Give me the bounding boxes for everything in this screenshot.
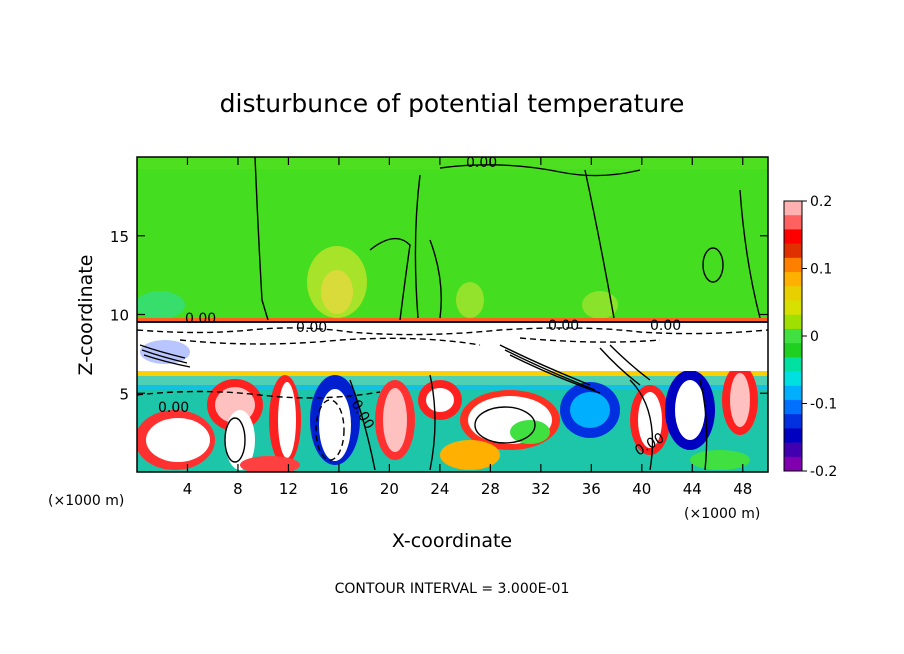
colorbar-swatch xyxy=(784,456,802,472)
colorbar-swatch xyxy=(784,286,802,301)
x-tick-label: 8 xyxy=(233,480,243,498)
colorbar xyxy=(783,200,803,472)
colorbar-tick-label: 0 xyxy=(810,329,819,345)
colorbar-swatch xyxy=(784,272,802,287)
x-tick-label: 24 xyxy=(430,480,449,498)
colorbar-swatch xyxy=(784,428,802,444)
colorbar-swatch xyxy=(784,257,802,273)
x-tick-label: 20 xyxy=(380,480,399,498)
colorbar-swatch xyxy=(784,215,802,230)
y-axis: 5 10 15 xyxy=(110,228,768,403)
colorbar-tick-label: 0.1 xyxy=(810,262,832,278)
x-tick-label: 28 xyxy=(481,480,500,498)
x-tick-label: 48 xyxy=(733,480,752,498)
colorbar-swatch xyxy=(784,314,802,330)
x-tick-label: 36 xyxy=(582,480,601,498)
colorbar-swatch xyxy=(784,399,802,415)
contour-lines xyxy=(137,157,768,471)
colorbar-swatch xyxy=(784,201,802,216)
colorbar-swatch xyxy=(784,385,802,401)
y-tick-label: 15 xyxy=(110,228,129,246)
contour-label: 0.00 xyxy=(650,318,681,334)
colorbar-swatch xyxy=(784,328,802,344)
chart-title: disturbunce of potential temperature xyxy=(220,89,685,118)
y-axis-label: Z-coordinate xyxy=(75,255,97,376)
x-tick-label: 44 xyxy=(683,480,702,498)
x-unit-right: (×1000 m) xyxy=(684,506,760,522)
colorbar-swatch xyxy=(784,442,802,458)
colorbar-swatch xyxy=(784,371,802,387)
contour-label: 0.00 xyxy=(296,320,327,336)
x-tick-label: 40 xyxy=(632,480,651,498)
x-tick-label: 4 xyxy=(183,480,193,498)
contour-label: 0.00 xyxy=(185,311,216,327)
colorbar-swatch xyxy=(784,300,802,316)
x-unit-left: (×1000 m) xyxy=(48,493,124,509)
colorbar-swatch xyxy=(784,243,802,259)
contour-interval-note: CONTOUR INTERVAL = 3.000E-01 xyxy=(335,581,570,597)
plot-area xyxy=(137,157,768,472)
colorbar-swatch xyxy=(784,357,802,373)
colorbar-axis: 0.2 0.1 0 -0.1 -0.2 xyxy=(802,194,837,480)
y-tick-label: 10 xyxy=(110,307,129,325)
colorbar-swatch xyxy=(784,229,802,245)
x-axis-label: X-coordinate xyxy=(392,530,512,552)
colorbar-swatch xyxy=(784,414,802,429)
colorbar-tick-label: 0.2 xyxy=(810,194,832,210)
x-tick-label: 32 xyxy=(531,480,550,498)
x-axis: 4 8 12 16 20 24 28 32 36 40 44 48 xyxy=(183,157,752,498)
colorbar-tick-label: -0.1 xyxy=(810,397,837,413)
x-tick-label: 12 xyxy=(279,480,298,498)
y-tick-label: 5 xyxy=(119,385,129,403)
upper-field xyxy=(137,157,768,322)
contour-label: 0.00 xyxy=(158,400,189,416)
contour-label: 0.00 xyxy=(466,155,497,171)
colorbar-tick-label: -0.2 xyxy=(810,464,837,480)
colorbar-swatch xyxy=(784,343,802,358)
contour-label: 0.00 xyxy=(548,318,579,334)
x-tick-label: 16 xyxy=(329,480,348,498)
